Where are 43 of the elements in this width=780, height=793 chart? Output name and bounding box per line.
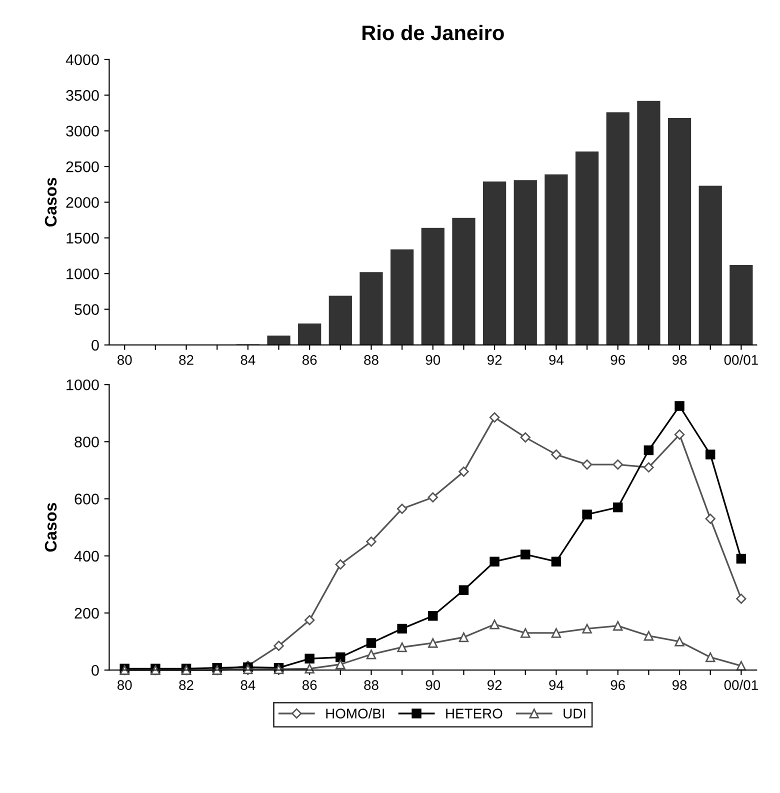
y-tick-label: 1500 xyxy=(66,232,99,244)
x-tick-label: 84 xyxy=(240,355,256,365)
y-tick-label: 1000 xyxy=(66,268,99,280)
y-tick-label: 400 xyxy=(74,550,99,562)
legend-label: HETERO xyxy=(446,708,502,718)
chart-title: Rio de Janeiro xyxy=(362,24,504,40)
x-tick-label: 80 xyxy=(117,355,132,365)
y-tick-label: 4000 xyxy=(66,54,99,66)
y-tick-label: 0 xyxy=(92,664,99,676)
y-tick-label: 3000 xyxy=(66,126,99,137)
x-tick-label: 96 xyxy=(610,680,625,690)
x-tick-label: 82 xyxy=(179,355,194,365)
x-tick-label: 92 xyxy=(487,680,502,690)
x-tick-label: 82 xyxy=(179,680,194,690)
y-axis-title: Casos xyxy=(44,503,57,552)
y-tick-label: 500 xyxy=(74,304,99,315)
y-tick-label: 2000 xyxy=(66,197,99,208)
y-tick-label: 0 xyxy=(92,340,99,351)
y-tick-label: 1000 xyxy=(66,379,99,390)
x-tick-label: 94 xyxy=(549,355,564,365)
x-tick-label: 92 xyxy=(487,355,502,365)
x-tick-label: 00/01 xyxy=(724,354,758,365)
legend-label: UDI xyxy=(564,708,586,718)
x-tick-label: 80 xyxy=(117,680,132,690)
x-tick-label: 00/01 xyxy=(724,680,758,690)
x-tick-label: 88 xyxy=(364,680,378,690)
x-tick-label: 90 xyxy=(426,680,440,690)
y-tick-label: 200 xyxy=(74,608,99,619)
x-tick-label: 98 xyxy=(672,680,687,690)
x-tick-label: 86 xyxy=(302,680,317,690)
y-tick-label: 600 xyxy=(74,494,99,504)
x-tick-label: 84 xyxy=(240,680,256,690)
y-axis-title: Casos xyxy=(44,178,57,227)
y-tick-label: 800 xyxy=(74,436,99,448)
x-tick-label: 86 xyxy=(302,355,317,365)
x-tick-label: 90 xyxy=(426,355,440,365)
x-tick-label: 98 xyxy=(672,355,687,365)
x-tick-label: 96 xyxy=(610,355,625,365)
x-tick-label: 88 xyxy=(364,355,378,365)
y-tick-label: 2500 xyxy=(66,161,99,172)
legend-label: HOMO/BI xyxy=(326,708,384,718)
y-tick-label: 3500 xyxy=(66,90,99,101)
x-tick-label: 94 xyxy=(549,680,564,690)
